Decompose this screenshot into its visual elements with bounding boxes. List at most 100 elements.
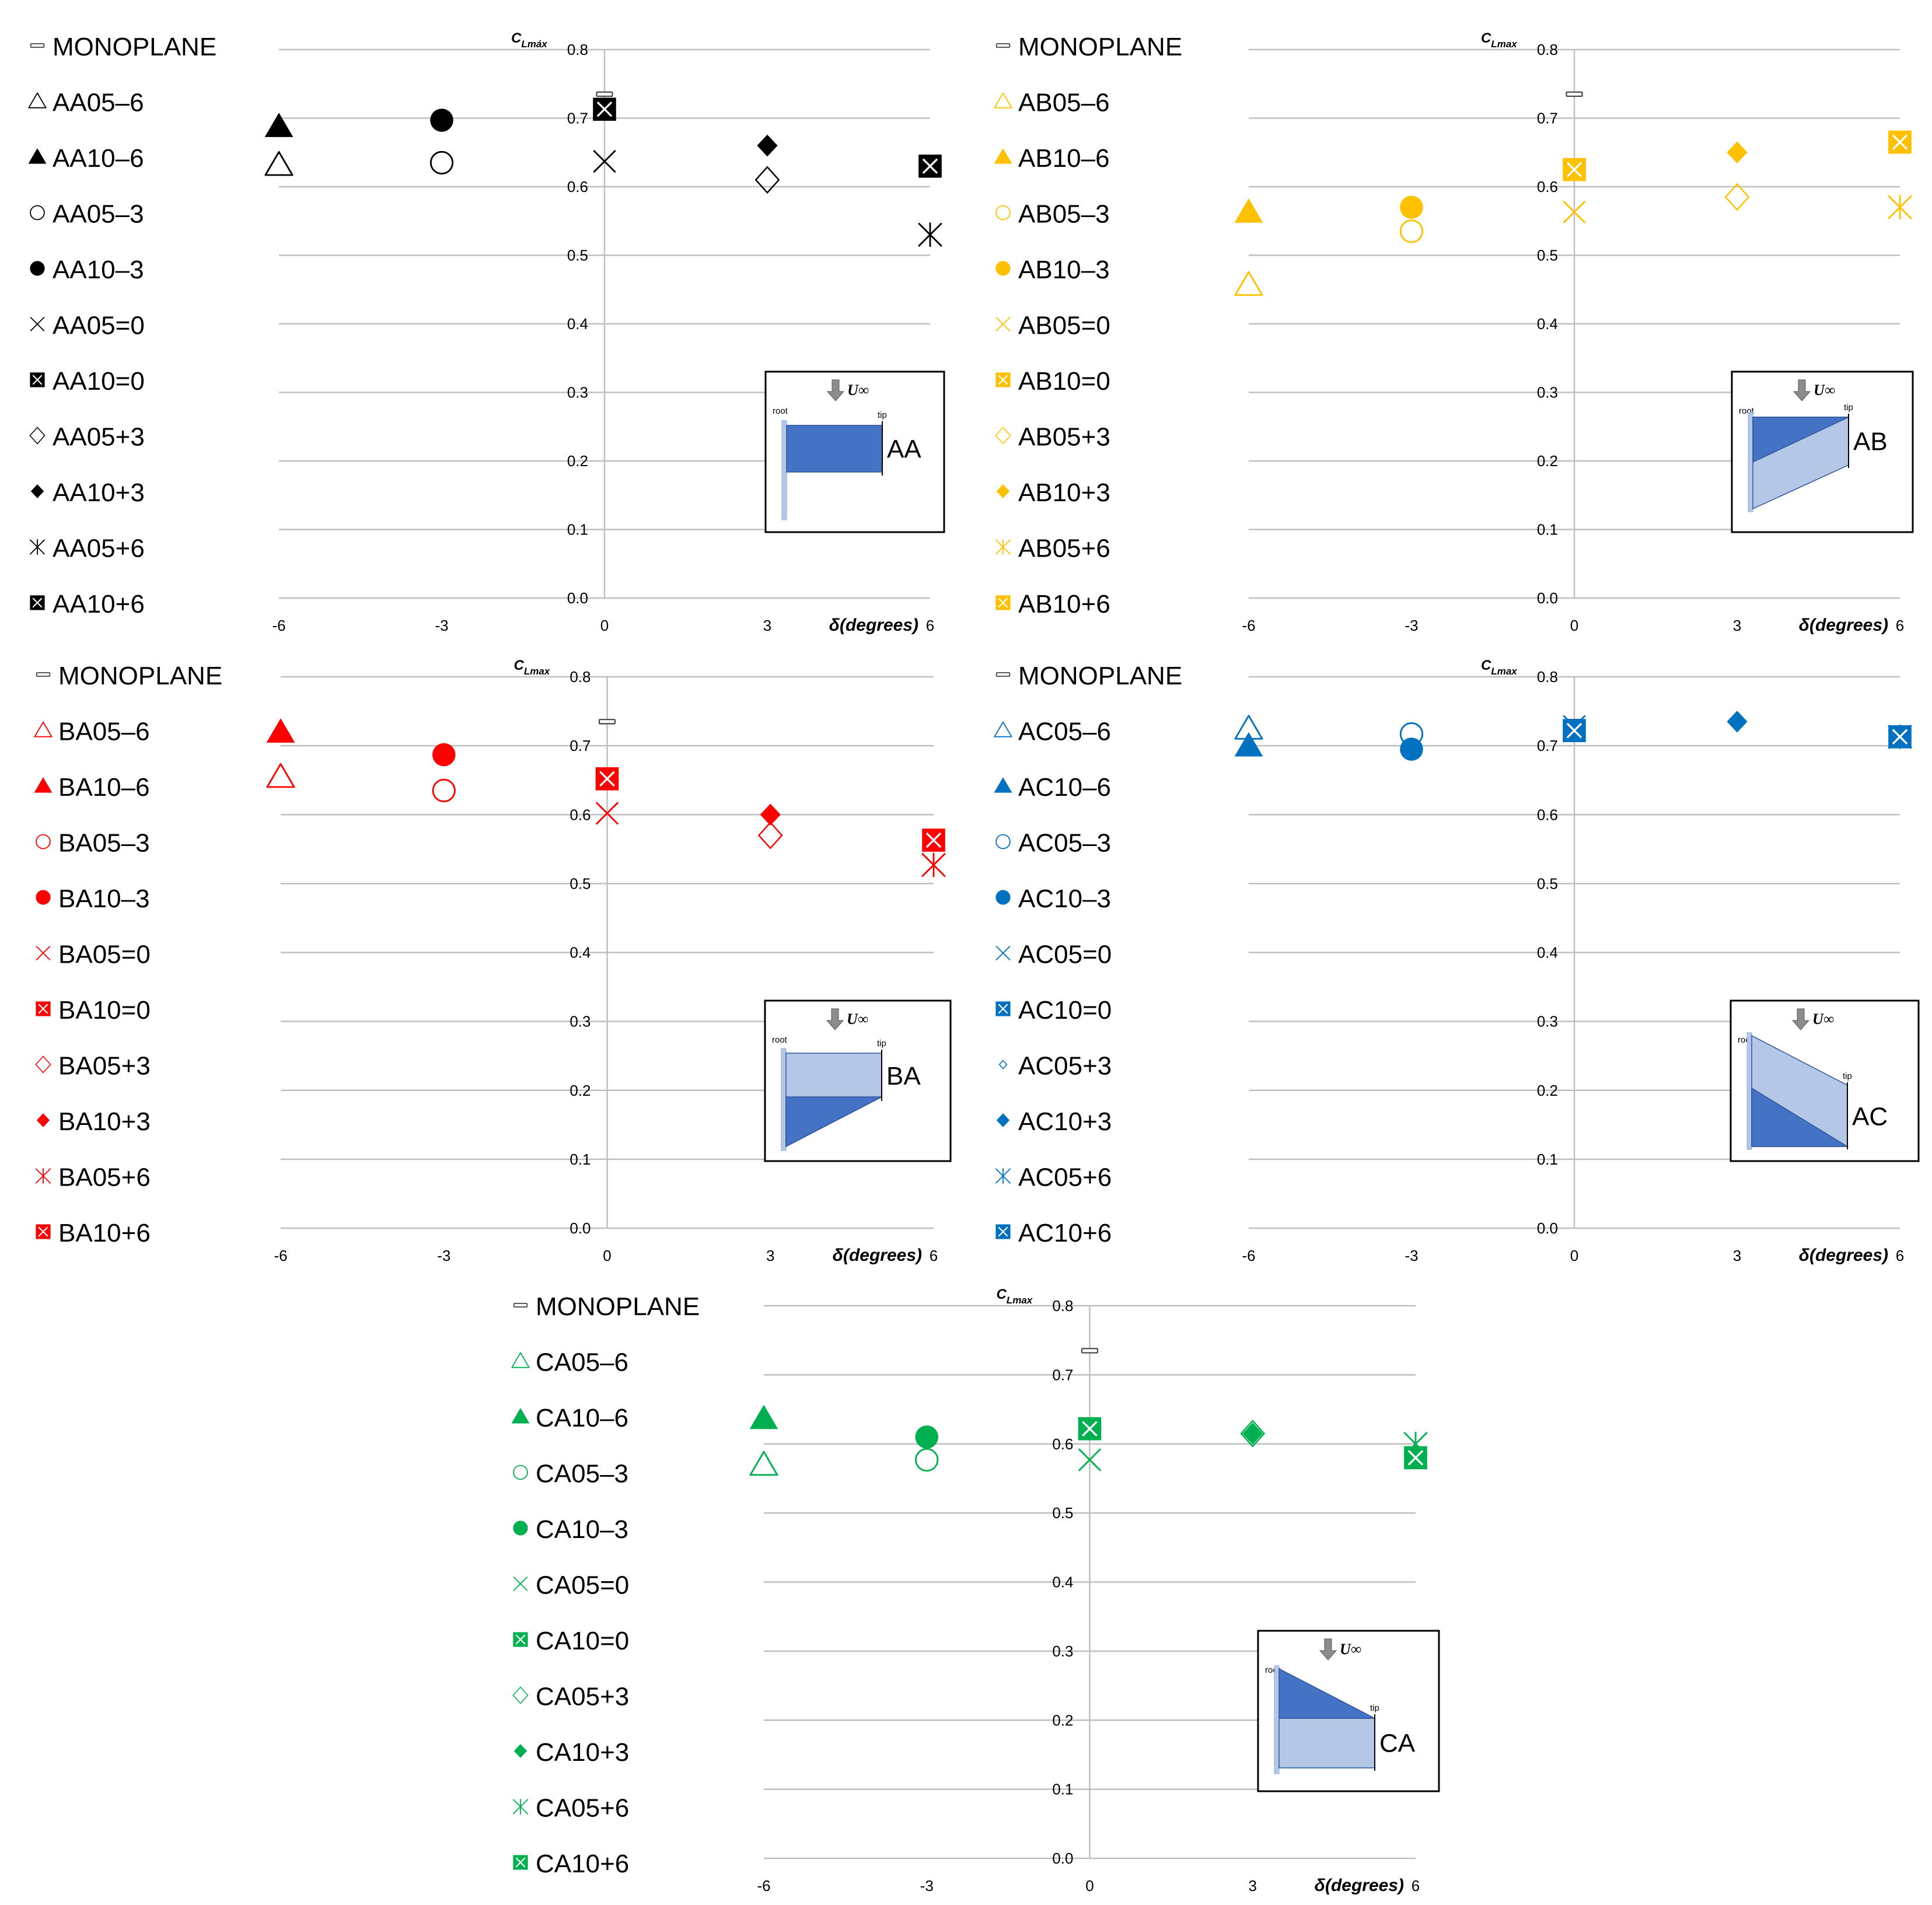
legend-entry: BA10–6 [34,773,150,802]
legend-label: AA05+6 [53,534,145,563]
legend-label: AC05–3 [1018,829,1111,858]
legend-label: BA10+6 [58,1219,151,1247]
y-axis-label: CLmáx [511,30,548,50]
y-tick-label: 0.7 [570,737,591,754]
legend-marker [36,1113,50,1127]
legend-entry: MONOPLANE [995,662,1182,690]
legend-entry: CA05–3 [513,1460,628,1488]
legend-marker [995,890,1011,905]
legend-marker [35,1055,51,1074]
y-tick-label: 0.6 [570,806,591,823]
y-axis-label: CLmax [1481,658,1518,677]
legend-entry: AC05–3 [995,829,1111,858]
legend-entry: AC05+3 [998,1052,1112,1081]
legend-marker [36,945,51,961]
inset-tip-label: tip [1844,403,1853,413]
legend-marker [512,1686,529,1704]
legend-entry: AB05+6 [995,534,1110,563]
legend-label: AB10+6 [1018,590,1110,618]
data-point-monoplane [596,91,613,97]
legend-label: AC05+6 [1018,1163,1112,1192]
x-tick-label: 3 [1249,1877,1257,1894]
legend-marker [995,945,1011,961]
legend-entry: AB05+3 [995,423,1110,452]
legend-marker [28,92,47,109]
legend-label: AA10+6 [53,590,145,618]
x-tick-label: 0 [600,617,609,634]
y-tick-label: 0.6 [567,178,588,195]
x-tick-label: -6 [1242,617,1255,634]
legend-marker [998,1060,1008,1069]
legend-label: MONOPLANE [536,1292,700,1321]
y-tick-label: 0.6 [1052,1435,1073,1453]
flow-arrow-icon [826,1008,844,1030]
legend-label: AC10–3 [1018,885,1111,913]
data-point-ba10–3 [432,743,456,767]
legend-entry: AA10=0 [30,367,145,396]
legend-entry: AA05=0 [30,312,145,340]
legend-marker [995,595,1011,610]
inset-root-label: root [772,1035,788,1045]
data-point-ca10+6 [1404,1446,1427,1470]
legend-entry: AA05+6 [29,534,145,563]
legend-label: AB05+3 [1018,423,1110,452]
legend-marker [28,148,47,164]
legend-marker [35,1168,51,1184]
y-tick-label: 0.6 [1537,178,1558,195]
y-tick-label: 0.5 [567,247,588,264]
y-axis-label: CLmax [514,658,551,677]
legend-marker [513,1520,528,1536]
data-point-ab10–3 [1400,195,1423,219]
legend-entry: CA10+3 [513,1738,629,1767]
x-tick-label: 3 [1733,1247,1741,1264]
legend-label: CA10+3 [536,1738,629,1767]
legend-label: BA10–3 [58,885,150,913]
data-point-ba10+3 [760,803,781,826]
data-point-ba05–6 [266,763,295,788]
y-tick-label: 0.7 [1537,737,1558,754]
y-tick-label: 0.2 [570,1082,591,1099]
flow-arrow-icon [1319,1638,1337,1661]
legend-label: CA10–6 [536,1404,628,1432]
legend-entry: CA10+6 [513,1850,629,1878]
flow-arrow-icon [1791,1008,1810,1030]
inset-config-label: AC [1852,1103,1888,1131]
legend-entry: AA05–6 [28,89,144,117]
legend-entry: CA05–6 [511,1348,628,1377]
inset-config-label: CA [1379,1729,1416,1758]
data-point-aa05+3 [754,166,780,194]
legend-marker [30,372,45,387]
data-point-monoplane [1081,1348,1099,1354]
legend-marker [36,672,51,677]
x-axis-label: δ(degrees) [829,616,918,635]
y-tick-label: 0.6 [1537,806,1558,823]
inset-flow-label: U∞ [1812,1011,1834,1027]
legend-entry: CA10–6 [511,1404,628,1432]
legend-entry: BA10+3 [36,1107,151,1136]
y-tick-label: 0.5 [1537,875,1558,892]
legend-entry: AB05–6 [994,89,1110,117]
chart-panel-aa: 0.0 0.1 0.2 0.3 0.4 0.5 0.6 0.7 0.8 CLmáx -6 -3 0 3 6δ… [28,30,945,635]
chart-panel-ac: 0.0 0.1 0.2 0.3 0.4 0.5 0.6 0.7 0.8 CLmax -6 -3 0 3 6δ… [994,658,1920,1265]
data-point-ca10–3 [915,1425,939,1449]
data-point-monoplane [598,719,616,725]
legend-label: AA05+3 [53,423,145,452]
legend-label: CA05+3 [536,1683,629,1711]
x-tick-label: 6 [930,1247,938,1264]
legend-entry: BA10+6 [36,1219,151,1247]
legend-entry: AB05=0 [995,312,1110,340]
legend-marker [30,484,44,498]
x-tick-label: -6 [757,1877,770,1894]
legend-entry: AA10+3 [30,478,145,507]
legend-marker [513,1855,528,1870]
y-tick-label: 0.3 [1537,1013,1558,1030]
x-tick-label: 0 [603,1247,611,1264]
y-tick-label: 0.1 [1052,1781,1073,1798]
legend-entry: BA05+6 [35,1163,151,1192]
y-tick-label: 0.5 [1537,247,1558,264]
legend-marker [995,427,1011,445]
legend-entry: BA10–3 [36,885,150,913]
x-tick-label: 6 [1412,1877,1420,1894]
legend-label: AC05–6 [1018,718,1111,746]
legend-label: AA05–3 [53,200,144,229]
